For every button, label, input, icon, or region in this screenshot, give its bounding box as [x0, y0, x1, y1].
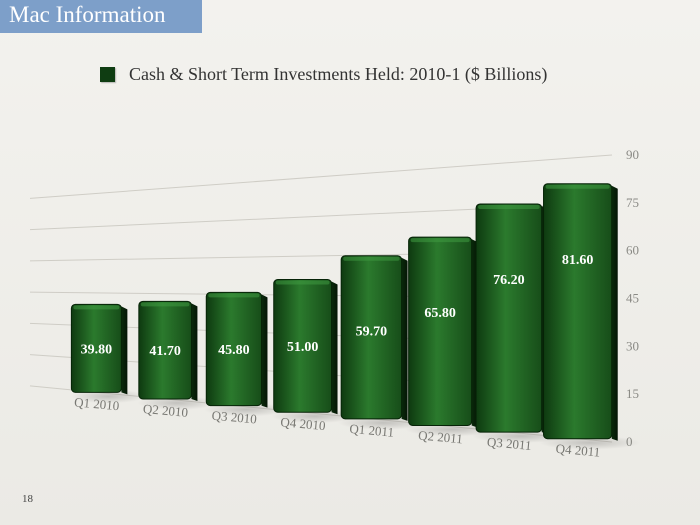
- bar-side-face: [121, 306, 128, 395]
- bar-value-label: 45.80: [218, 343, 250, 358]
- bar-value-label: 59.70: [356, 325, 388, 340]
- bar-top-highlight: [410, 238, 470, 243]
- bar-top-highlight: [343, 256, 400, 261]
- bars: 39.80 41.70 45.80 51.00 59.70 65.80 76.20 81.60: [70, 183, 618, 441]
- bar-q3-2010: [205, 291, 262, 407]
- y-tick-label: 15: [626, 386, 639, 401]
- x-tick-label: Q4 2011: [555, 441, 601, 460]
- x-tick-label: Q2 2011: [418, 428, 464, 447]
- gridline-90: [29, 154, 613, 199]
- bar-value-label: 76.20: [493, 273, 525, 288]
- bar-q4-2011: [543, 183, 613, 440]
- bar-top-highlight: [275, 280, 330, 285]
- title-band: Mac Information: [0, 0, 202, 33]
- y-tick-label: 75: [626, 195, 639, 210]
- bar-q2-2010: [138, 300, 192, 400]
- y-tick-label: 0: [626, 434, 633, 449]
- y-tick-label: 30: [626, 338, 639, 353]
- slide-title: Mac Information: [9, 2, 166, 27]
- y-tick-label: 90: [626, 147, 639, 162]
- x-axis-labels: Q1 2010 Q2 2010 Q3 2010 Q4 2010 Q1 2011 Q2 20…: [74, 394, 601, 459]
- y-axis-ticks: 0 15 30 45 60 75 90: [626, 147, 639, 449]
- bar-side-face: [331, 281, 338, 415]
- bar-q3-2011: [475, 203, 543, 433]
- x-tick-label: Q1 2011: [349, 421, 395, 440]
- bar-top-highlight: [478, 204, 540, 209]
- bar-q1-2011: [340, 255, 403, 420]
- x-tick-label: Q4 2010: [280, 414, 326, 433]
- bar-value-label: 65.80: [424, 306, 456, 321]
- bar-top-highlight: [73, 305, 120, 310]
- x-tick-label: Q3 2010: [211, 408, 257, 427]
- y-tick-label: 60: [626, 243, 639, 258]
- x-tick-label: Q3 2011: [486, 434, 532, 453]
- bar-top-highlight: [208, 293, 260, 298]
- page-number: 18: [22, 493, 33, 505]
- bar-top-highlight: [140, 302, 190, 307]
- legend-label: Cash & Short Term Investments Held: 2010…: [129, 63, 548, 84]
- chart-legend: Cash & Short Term Investments Held: 2010…: [100, 62, 547, 86]
- bar-q4-2010: [273, 279, 333, 413]
- legend-swatch: [100, 66, 115, 82]
- bar-q1-2010: [70, 303, 122, 393]
- bar-side-face: [611, 185, 618, 441]
- bar-q2-2011: [408, 236, 473, 426]
- bar-side-face: [261, 294, 268, 408]
- x-tick-label: Q2 2010: [142, 401, 188, 420]
- y-tick-label: 45: [626, 291, 639, 306]
- x-tick-label: Q1 2010: [74, 394, 120, 413]
- bar-side-face: [401, 257, 408, 421]
- bar-value-label: 51.00: [287, 340, 319, 355]
- bar-value-label: 81.60: [562, 253, 594, 268]
- bar-top-highlight: [545, 184, 610, 189]
- bar-value-label: 39.80: [81, 342, 113, 357]
- bar-side-face: [191, 303, 198, 401]
- bar-value-label: 41.70: [149, 344, 181, 359]
